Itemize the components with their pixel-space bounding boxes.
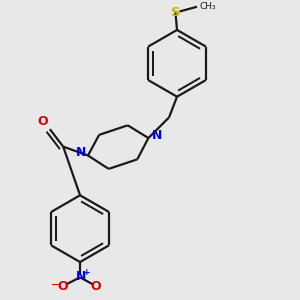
Text: S: S [171, 6, 180, 19]
Text: N: N [152, 129, 163, 142]
Text: +: + [82, 268, 90, 277]
Text: O: O [38, 115, 48, 128]
Text: N: N [76, 146, 86, 160]
Text: −: − [51, 280, 60, 290]
Text: CH₃: CH₃ [199, 2, 216, 11]
Text: O: O [91, 280, 101, 293]
Text: O: O [57, 280, 68, 293]
Text: N: N [76, 270, 86, 283]
